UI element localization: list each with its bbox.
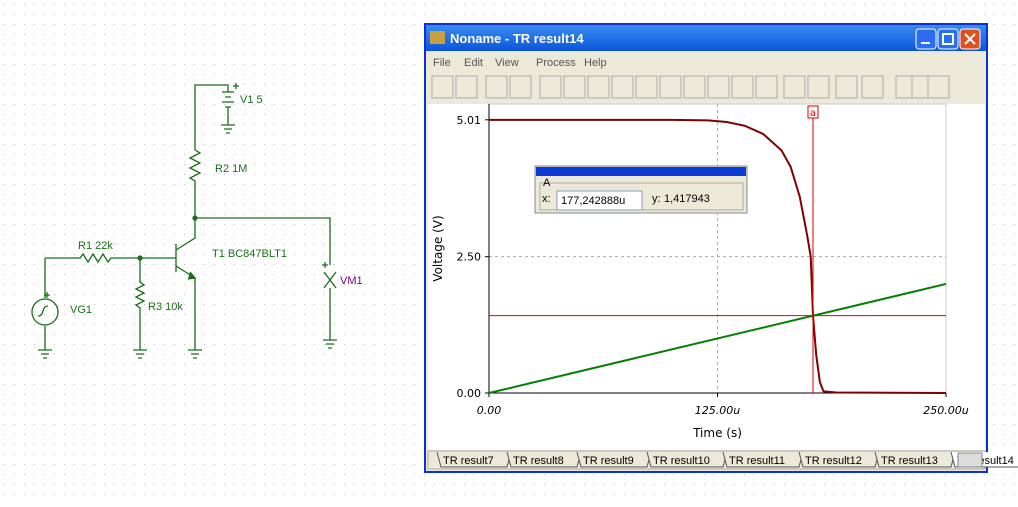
toolbar-button[interactable] [635, 75, 658, 99]
toolbar-button[interactable] [927, 75, 950, 99]
component-label: VM1 [340, 275, 363, 287]
cursor-name: a [810, 108, 816, 119]
y-tick-label: 0.00 [457, 387, 482, 400]
cursor-handle[interactable] [807, 105, 819, 119]
tab-label: TR result7 [443, 455, 494, 467]
menu-item[interactable]: Edit [464, 57, 483, 69]
component-label: T1 BC847BLT1 [212, 248, 287, 260]
toolbar-button[interactable] [861, 75, 884, 99]
maximize-button[interactable] [937, 28, 959, 50]
x-tick-label: 0.00 [477, 404, 502, 417]
x-prefix: x: [542, 193, 551, 205]
component-label: R1 22k [78, 240, 113, 252]
toolbar-button[interactable] [659, 75, 682, 99]
title-bar [426, 25, 986, 51]
tab-label: TR result10 [653, 455, 710, 467]
toolbar [431, 75, 950, 99]
toolbar-button[interactable] [783, 75, 806, 99]
window-title: Noname - TR result14 [450, 31, 584, 46]
toolbar-button[interactable] [509, 75, 532, 99]
tab-scroll[interactable] [957, 452, 983, 468]
series-line [488, 282, 947, 394]
component-label: VG1 [70, 304, 92, 316]
y-prefix: y: [652, 193, 661, 205]
plot-panel [428, 104, 985, 450]
tab-label: TR result13 [881, 455, 938, 467]
menu-item[interactable]: Process [536, 57, 576, 69]
x-input[interactable] [556, 190, 643, 211]
toolbar-button[interactable] [539, 75, 562, 99]
x-tick-label: 250.00u [923, 404, 968, 417]
component-label: R3 10k [148, 301, 183, 313]
toolbar-button[interactable] [611, 75, 634, 99]
x-tick-label: 125.00u [695, 404, 740, 417]
menu-item[interactable]: Help [584, 57, 607, 69]
minimize-button[interactable] [915, 28, 937, 50]
y-axis-label: Voltage (V) [431, 215, 445, 281]
y-tick-label: 5.01 [457, 114, 482, 127]
tab-label: TR result12 [805, 455, 862, 467]
schematic [31, 83, 337, 359]
toolbar-button[interactable] [563, 75, 586, 99]
component-label: V1 5 [240, 94, 263, 106]
series-line [489, 118, 947, 394]
y-tick-label: 2.50 [457, 251, 482, 264]
toolbar-button[interactable] [707, 75, 730, 99]
toolbar-button[interactable] [431, 75, 454, 99]
menu-item[interactable]: File [433, 57, 451, 69]
menu-item[interactable]: View [495, 57, 519, 69]
x-axis-label: Time (s) [692, 426, 742, 440]
toolbar-button[interactable] [835, 75, 858, 99]
app-icon [430, 31, 445, 44]
group-label: A [543, 177, 551, 189]
window-controls[interactable] [915, 28, 981, 50]
tab-label: TR result8 [513, 455, 564, 467]
x-value: 177,242888u [561, 195, 625, 207]
cursor-panel-bar [536, 167, 746, 176]
toolbar-button[interactable] [455, 75, 478, 99]
toolbar-button[interactable] [731, 75, 754, 99]
toolbar-button[interactable] [485, 75, 508, 99]
toolbar-button[interactable] [587, 75, 610, 99]
y-value: 1,417943 [664, 193, 710, 205]
tab-label: TR result9 [583, 455, 634, 467]
tab-label: TR result11 [729, 455, 785, 467]
toolbar-button[interactable] [807, 75, 830, 99]
toolbar-button[interactable] [755, 75, 778, 99]
component-label: R2 1M [215, 163, 247, 175]
toolbar-button[interactable] [683, 75, 706, 99]
